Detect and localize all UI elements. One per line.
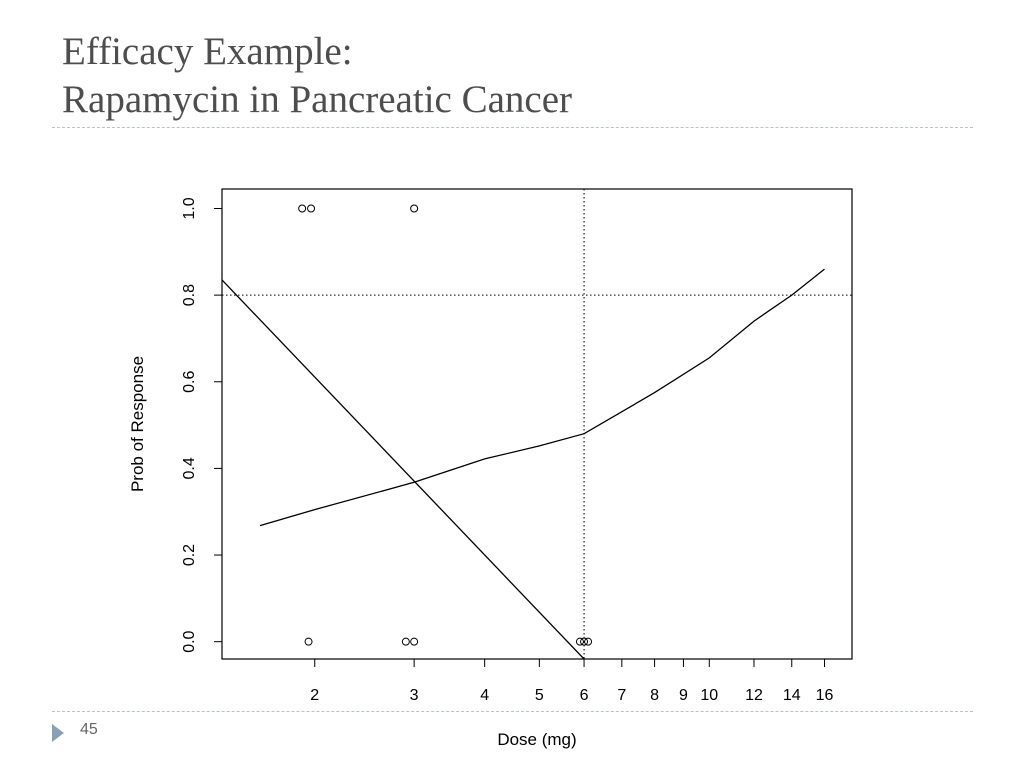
data-point-4 [401, 637, 410, 646]
plot-frame [221, 188, 853, 660]
x-tick-label-10: 10 [700, 687, 718, 704]
y-tick-label-1: 0.2 [181, 544, 198, 566]
x-tick-label-4: 4 [480, 687, 489, 704]
slide-number: 45 [80, 721, 98, 738]
data-point-1 [307, 204, 316, 213]
x-tick-label-16: 16 [816, 687, 834, 704]
straight-line [222, 279, 585, 660]
data-point-8 [584, 637, 593, 646]
data-point-2 [410, 204, 419, 213]
title-line-2: Rapamycin in Pancreatic Cancer [62, 78, 573, 121]
x-tick-label-2: 2 [310, 687, 319, 704]
footer-divider [52, 711, 973, 712]
x-tick-label-14: 14 [783, 687, 801, 704]
x-tick-label-8: 8 [650, 687, 659, 704]
data-point-6 [575, 637, 584, 646]
fitted-curve-line [259, 268, 825, 527]
x-tick-label-12: 12 [745, 687, 763, 704]
title-line-1: Efficacy Example: [62, 30, 353, 73]
slide-title: Efficacy Example: Rapamycin in Pancreati… [62, 28, 572, 124]
data-point-7 [580, 637, 589, 646]
data-point-3 [304, 637, 313, 646]
y-tick-label-3: 0.6 [181, 371, 198, 393]
x-tick-label-6: 6 [580, 687, 589, 704]
x-tick-label-9: 9 [679, 687, 688, 704]
data-point-5 [410, 637, 419, 646]
x-tick-label-5: 5 [535, 687, 544, 704]
y-axis-label: Prob of Response [128, 356, 147, 492]
x-axis-label: Dose (mg) [497, 730, 576, 749]
y-tick-label-0: 0.0 [181, 630, 198, 652]
x-tick-label-7: 7 [617, 687, 626, 704]
title-divider [52, 127, 973, 128]
y-tick-label-4: 0.8 [181, 284, 198, 306]
x-tick-label-3: 3 [410, 687, 419, 704]
y-tick-label-5: 1.0 [181, 197, 198, 219]
data-point-0 [298, 204, 307, 213]
footer-triangle-icon [52, 724, 64, 742]
y-tick-label-2: 0.4 [181, 457, 198, 479]
